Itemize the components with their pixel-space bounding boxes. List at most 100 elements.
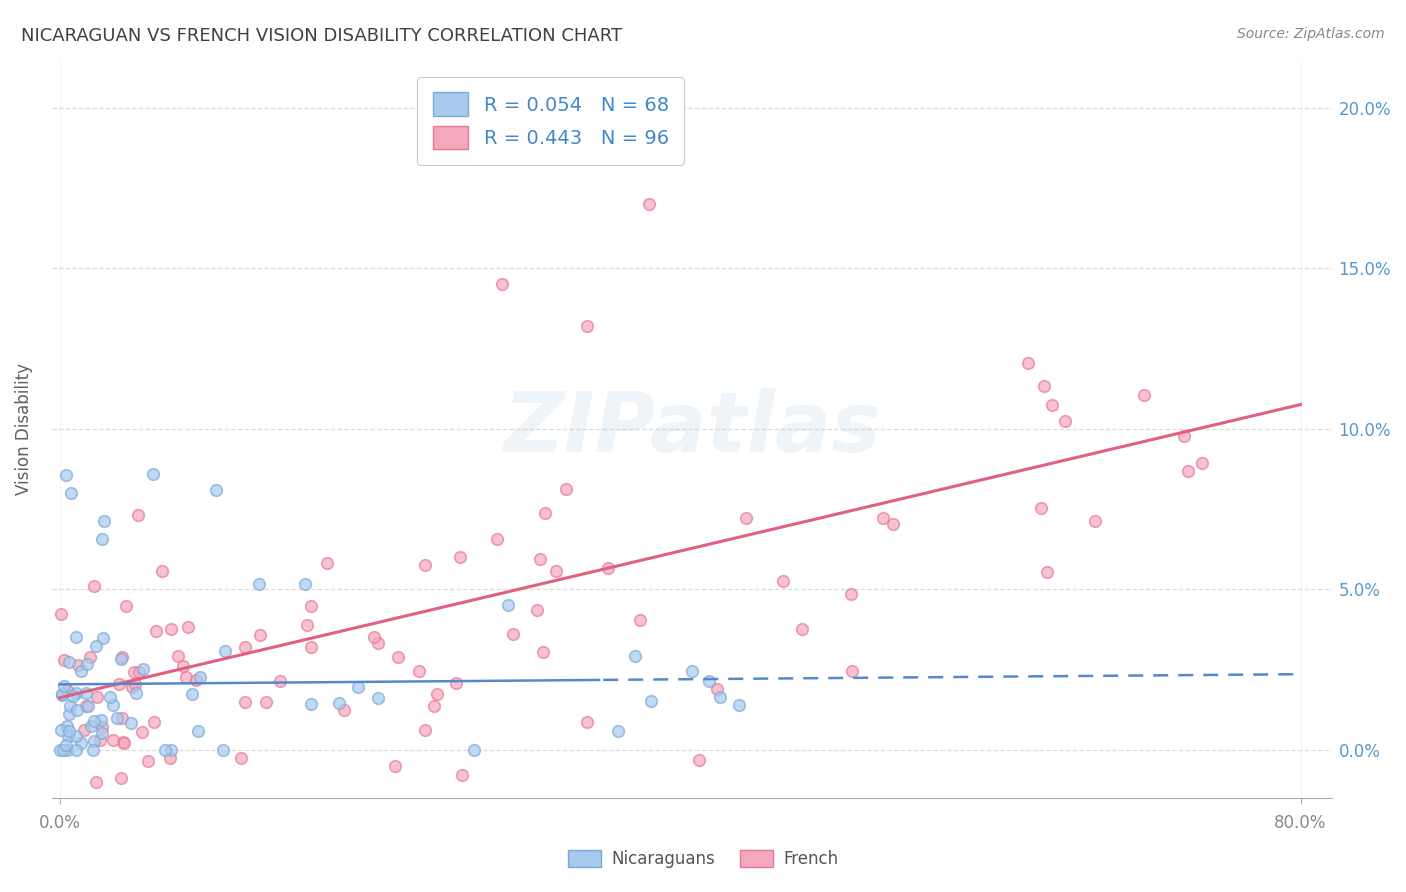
Point [58,707,80,722]
Point [299,599,322,614]
Point [628,613,651,627]
Point [384,758,406,772]
Point [65,729,87,743]
Point [706,682,728,697]
Point [86,774,108,789]
Point [413,558,436,572]
Point [91,725,114,739]
Point [105,711,128,725]
Point [546,564,568,578]
Point [55,467,77,482]
Point [112,736,135,750]
Point [444,676,467,690]
Point [76,657,98,671]
Point [347,680,370,694]
Point [188,670,211,684]
Point [1029,500,1052,515]
Point [426,687,449,701]
Point [58,729,80,743]
Point [159,751,181,765]
Point [598,561,620,575]
Point [772,574,794,588]
Point [299,640,322,655]
Point [387,649,409,664]
Point [59,486,82,500]
Point [52,653,75,667]
Point [62,690,84,704]
Point [882,516,904,531]
Point [53,679,76,693]
Point [91,532,114,546]
Point [531,645,554,659]
Point [56,742,79,756]
Point [233,695,256,709]
Point [76,698,98,713]
Text: ZIPatlas: ZIPatlas [503,388,880,469]
Point [294,577,316,591]
Point [70,736,93,750]
Point [75,699,97,714]
Point [526,603,548,617]
Point [83,714,105,729]
Point [114,599,136,614]
Point [408,665,430,679]
Point [66,657,89,672]
Point [451,768,474,782]
Point [51,607,73,622]
Point [167,648,190,663]
Point [1053,414,1076,428]
Text: NICARAGUAN VS FRENCH VISION DISABILITY CORRELATION CHART: NICARAGUAN VS FRENCH VISION DISABILITY C… [21,27,623,45]
Point [107,676,129,690]
Point [491,101,513,115]
Point [51,688,73,702]
Point [90,713,112,727]
Point [131,662,153,676]
Point [153,742,176,756]
Point [73,723,96,738]
Point [110,772,132,786]
Point [607,724,630,739]
Point [254,695,277,709]
Point [49,742,72,756]
Point [172,659,194,673]
Point [86,690,108,704]
Y-axis label: Vision Disability: Vision Disability [15,363,32,495]
Point [120,716,142,731]
Point [110,711,132,725]
Point [638,197,661,211]
Point [247,577,270,591]
Point [59,699,82,714]
Point [83,579,105,593]
Point [1191,456,1213,470]
Point [51,687,73,701]
Point [449,550,471,565]
Point [187,723,209,738]
Point [576,715,599,730]
Point [575,318,598,333]
Point [735,510,758,524]
Point [124,665,146,679]
Point [367,636,389,650]
Point [69,664,91,678]
Point [709,690,731,704]
Point [583,149,606,163]
Point [184,673,207,688]
Point [485,533,508,547]
Point [214,643,236,657]
Point [89,732,111,747]
Point [533,506,555,520]
Point [101,698,124,712]
Point [1017,356,1039,370]
Point [463,742,485,756]
Point [91,632,114,646]
Point [624,648,647,663]
Point [160,622,183,636]
Point [176,620,198,634]
Point [75,686,97,700]
Point [363,630,385,644]
Legend: R = 0.054   N = 68, R = 0.443   N = 96: R = 0.054 N = 68, R = 0.443 N = 96 [418,77,685,165]
Point [111,734,134,748]
Point [82,742,104,756]
Text: Source: ZipAtlas.com: Source: ZipAtlas.com [1237,27,1385,41]
Point [98,690,121,704]
